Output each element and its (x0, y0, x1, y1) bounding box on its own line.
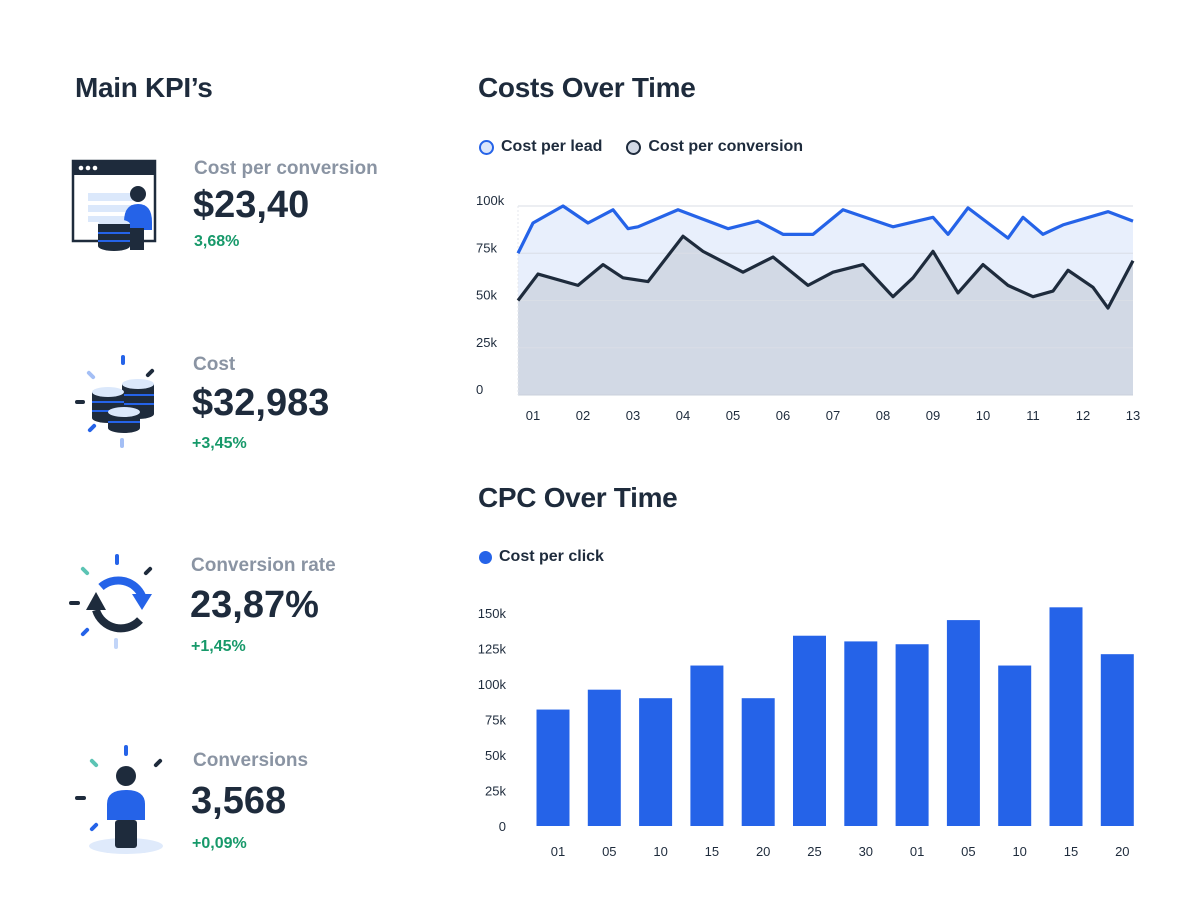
y-tick-label: 50k (476, 288, 497, 303)
y-tick-label: 100k (476, 193, 505, 208)
x-tick-label: 05 (961, 844, 975, 859)
x-tick-label: 20 (1115, 844, 1129, 859)
series-line-cost-per-conversion (516, 234, 1135, 310)
legend-item-cost-per-lead[interactable]: Cost per lead (479, 138, 602, 156)
bar (844, 641, 878, 826)
x-tick-label: 05 (602, 844, 616, 859)
legend-item-cost-per-click[interactable]: Cost per click (479, 548, 604, 566)
y-tick-label: 75k (476, 240, 497, 255)
bar (639, 698, 673, 826)
bar (587, 689, 621, 826)
x-tick-label: 01 (910, 844, 924, 859)
x-tick-label: 09 (926, 408, 940, 423)
kpi-label: Cost (193, 354, 236, 375)
x-tick-label: 13 (1126, 408, 1140, 423)
x-tick-label: 15 (1064, 844, 1078, 859)
coin-stacks-icon (75, 355, 155, 448)
legend-dot-icon (626, 139, 642, 155)
legend-dot-icon (479, 139, 494, 155)
x-tick-label: 06 (776, 408, 790, 423)
x-tick-label: 07 (826, 408, 840, 423)
x-tick-label: 11 (1026, 408, 1040, 423)
y-tick-label: 25k (485, 784, 506, 799)
kpi-change: 3,68% (194, 233, 240, 250)
x-tick-label: 10 (1012, 844, 1026, 859)
x-tick-label: 10 (653, 844, 667, 859)
refresh-cycle-icon (69, 554, 153, 649)
y-tick-label: 0 (476, 382, 483, 397)
x-tick-label: 04 (676, 408, 690, 423)
costs-chart-title: Costs Over Time (478, 72, 696, 103)
x-tick-label: 15 (705, 844, 719, 859)
bar (998, 665, 1032, 826)
x-tick-label: 08 (876, 408, 890, 423)
bar (536, 709, 570, 826)
x-tick-label: 01 (526, 408, 540, 423)
y-tick-label: 125k (478, 642, 507, 657)
cpc-bar-chart: 0 25k 50k 75k 100k 125k 150k 01 05 10 15 20 25 30 01 05… (478, 606, 1134, 859)
y-tick-label: 0 (499, 819, 506, 834)
area-fill-series-1 (518, 236, 1133, 395)
kpi-label: Conversions (193, 750, 309, 771)
kpi-label: Cost per conversion (194, 158, 378, 179)
x-tick-label: 01 (551, 844, 565, 859)
kpi-change: +0,09% (192, 835, 247, 852)
costs-chart-legend: Cost per lead Cost per conversion (479, 138, 819, 156)
x-tick-label: 03 (626, 408, 640, 423)
y-tick-label: 100k (478, 677, 507, 692)
legend-item-cost-per-conversion[interactable]: Cost per conversion (626, 138, 803, 156)
kpi-value: $32,983 (192, 382, 330, 424)
bar (1049, 607, 1083, 826)
x-tick-label: 12 (1076, 408, 1090, 423)
y-tick-label: 150k (478, 606, 507, 621)
series-line-cost-per-lead (516, 204, 1134, 254)
y-tick-label: 25k (476, 335, 497, 350)
costs-line-chart: 0 25k 50k 75k 100k 01 02 03 04 05 06 07 08 09 10 11 12 13 (476, 193, 1140, 423)
legend-label: Cost per conversion (648, 138, 804, 155)
bar (793, 635, 826, 826)
x-tick-label: 02 (576, 408, 590, 423)
kpi-label: Conversion rate (191, 555, 336, 576)
bar (946, 620, 980, 826)
x-tick-label: 10 (976, 408, 990, 423)
kpi-change: +3,45% (192, 435, 247, 452)
cpc-chart-title: CPC Over Time (478, 482, 678, 513)
legend-label: Cost per click (499, 548, 604, 565)
bar (895, 644, 929, 826)
kpi-section-title: Main KPI’s (75, 72, 213, 103)
y-tick-label: 75k (485, 713, 506, 728)
x-tick-label: 20 (756, 844, 770, 859)
kpi-value: 23,87% (190, 584, 319, 626)
cpc-chart-legend: Cost per click (479, 548, 620, 566)
x-tick-label: 25 (807, 844, 821, 859)
person-icon (75, 745, 163, 854)
legend-dot-icon (479, 550, 492, 564)
bar (1100, 654, 1134, 826)
x-tick-label: 30 (859, 844, 873, 859)
bar (690, 665, 724, 826)
legend-label: Cost per lead (501, 138, 603, 155)
kpi-change: +1,45% (191, 638, 246, 655)
kpi-value: 3,568 (191, 780, 287, 822)
y-tick-label: 50k (485, 748, 506, 763)
x-tick-label: 05 (726, 408, 740, 423)
bar (741, 698, 775, 826)
kpi-value: $23,40 (193, 184, 310, 226)
browser-user-coins-icon (71, 159, 157, 251)
